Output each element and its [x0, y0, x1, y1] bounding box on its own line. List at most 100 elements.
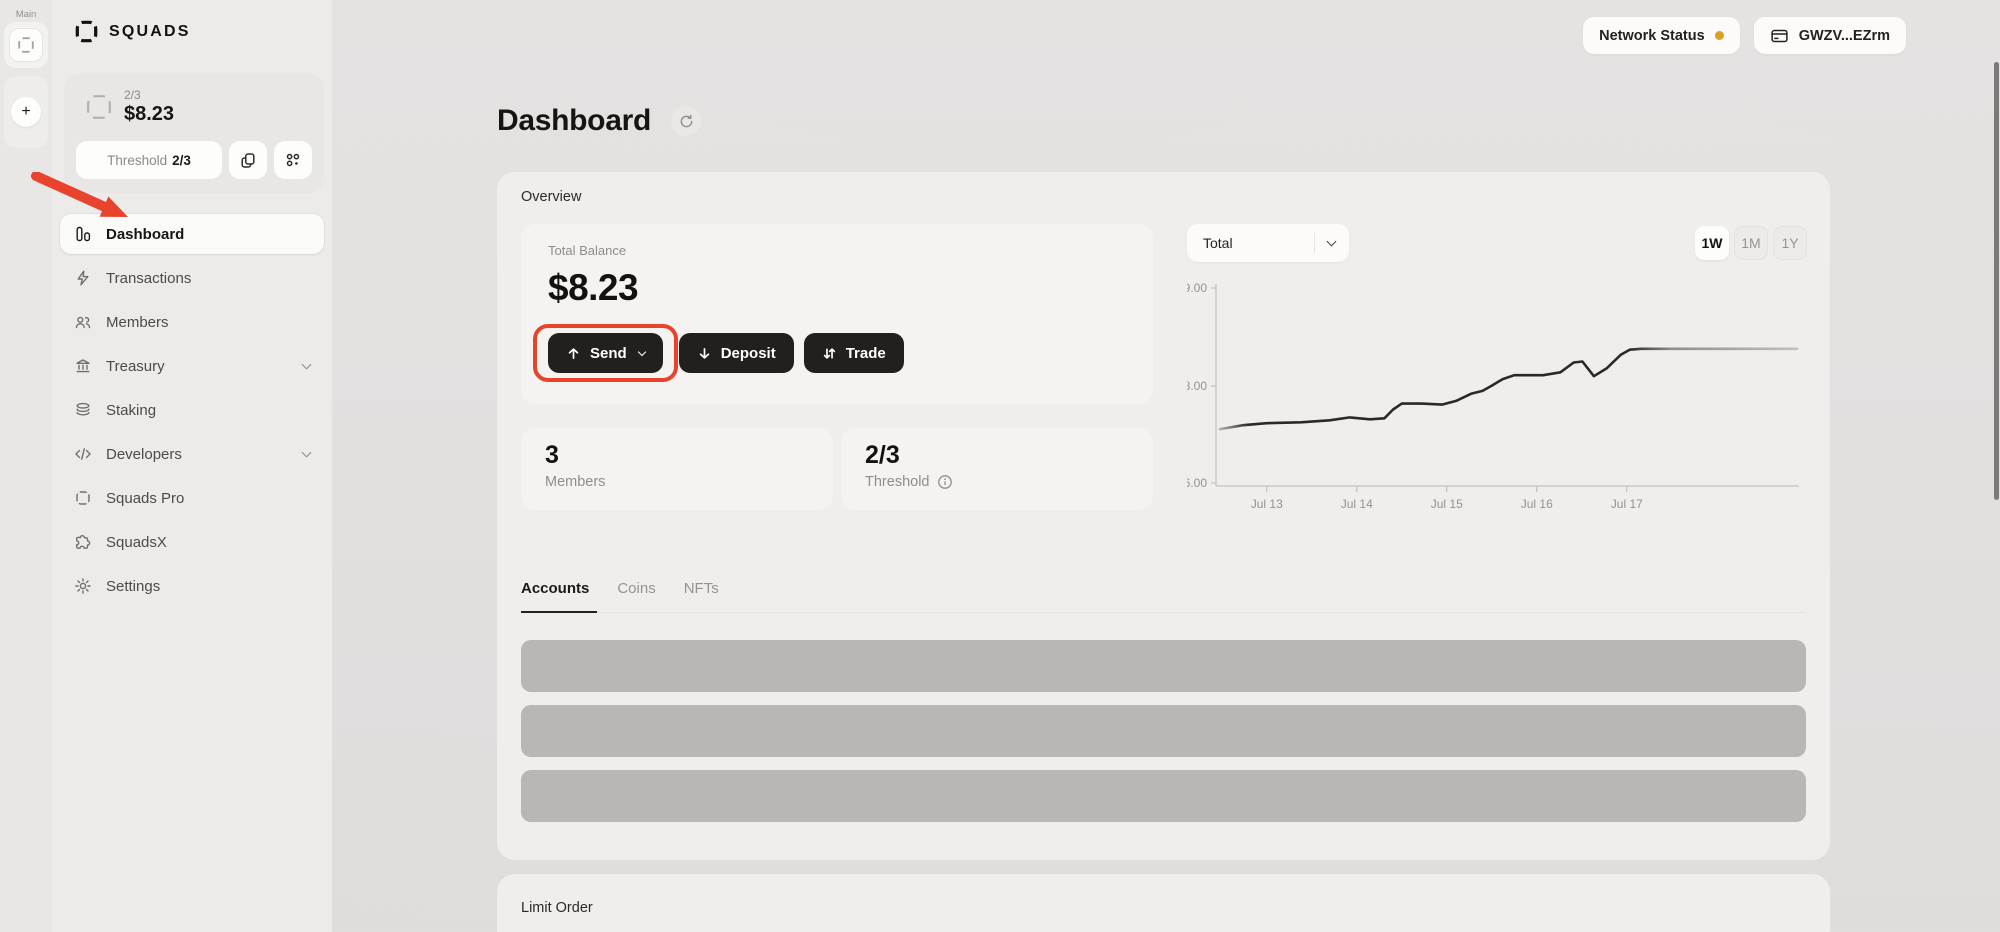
sidebar-item-squadsx[interactable]: SquadsX: [60, 522, 324, 562]
svg-text:$8.00: $8.00: [1187, 379, 1207, 393]
squad-avatar-icon: [18, 37, 34, 53]
balance-chart: $9.00 $8.00 $6.00 Jul 13 Jul 14 Jul 15 Jul 16 J…: [1187, 281, 1799, 511]
copy-icon: [241, 153, 255, 168]
squads-logo: SQUADS: [52, 0, 332, 43]
squircle-icon: [76, 491, 90, 505]
refresh-icon: [680, 114, 692, 127]
sidebar-item-label: Staking: [106, 401, 157, 419]
chart-series-select[interactable]: Total: [1187, 224, 1349, 262]
sidebar-item-label: Settings: [106, 577, 161, 595]
members-count: 3: [545, 441, 559, 469]
dashboard-icon: [76, 226, 91, 242]
sidebar: SQUADS 2/3 $8.23 Threshold 2/3: [52, 0, 332, 932]
topbar: Network Status GWZV...EZrm: [1583, 17, 1906, 54]
sidebar-item-label: Treasury: [106, 357, 165, 375]
scrollbar-thumb[interactable]: [1994, 62, 1999, 500]
squad-balance: $8.23: [124, 103, 175, 125]
range-1y-button[interactable]: 1Y: [1773, 226, 1807, 260]
squad-rail: Main +: [0, 0, 52, 932]
threshold-stat-value: 2/3: [865, 441, 900, 469]
sidebar-item-label: SquadsX: [106, 533, 167, 551]
threshold-label: Threshold: [107, 152, 168, 168]
sidebar-item-staking[interactable]: Staking: [60, 390, 324, 430]
chevron-down-icon: [1326, 236, 1337, 247]
svg-text:Jul 13: Jul 13: [1251, 497, 1283, 511]
status-dot-icon: [1714, 31, 1724, 40]
threshold-stat-label: Threshold: [865, 474, 930, 490]
members-stat-card: 3 Members: [521, 428, 833, 510]
sidebar-item-label: Squads Pro: [106, 489, 185, 507]
sidebar-item-dashboard[interactable]: Dashboard: [60, 214, 324, 254]
sidebar-item-squads-pro[interactable]: Squads Pro: [60, 478, 324, 518]
add-squad-button[interactable]: +: [11, 97, 41, 127]
threshold-pill: Threshold 2/3: [76, 141, 222, 179]
total-balance-value: $8.23: [548, 267, 639, 308]
range-1m-button[interactable]: 1M: [1734, 226, 1768, 260]
sidebar-item-members[interactable]: Members: [60, 302, 324, 342]
range-1w-button[interactable]: 1W: [1695, 226, 1729, 260]
accounts-skeleton-list: [521, 640, 1806, 822]
sidebar-item-settings[interactable]: Settings: [60, 566, 324, 606]
members-label: Members: [545, 474, 606, 490]
asset-tabs: Accounts Coins NFTs: [521, 580, 1806, 613]
info-icon[interactable]: [937, 474, 953, 490]
trade-button[interactable]: Trade: [803, 333, 904, 373]
sidebar-item-label: Members: [106, 313, 169, 331]
trade-label: Trade: [845, 344, 886, 362]
squads-logo-icon: [75, 20, 98, 43]
refresh-button[interactable]: [671, 106, 701, 136]
active-squad-group: [4, 22, 48, 68]
sidebar-nav: Dashboard Transactions Members Treasury …: [60, 214, 324, 606]
sidebar-item-treasury[interactable]: Treasury: [60, 346, 324, 386]
squad-threshold-ratio: 2/3: [124, 88, 141, 102]
chevron-down-icon: [301, 359, 312, 369]
squads-logo-text: SQUADS: [109, 22, 191, 40]
page-head: Dashboard: [497, 104, 701, 138]
sidebar-item-transactions[interactable]: Transactions: [60, 258, 324, 298]
qr-code-button[interactable]: [274, 141, 312, 179]
chevron-down-icon: [301, 447, 312, 457]
threshold-value: 2/3: [172, 152, 191, 168]
svg-text:$6.00: $6.00: [1187, 476, 1207, 490]
send-label: Send: [590, 344, 627, 362]
svg-text:Jul 16: Jul 16: [1521, 497, 1553, 511]
sidebar-item-label: Dashboard: [106, 225, 185, 243]
total-balance-card: Total Balance $8.23 Send: [521, 224, 1153, 404]
qr-dots-icon: [286, 153, 300, 167]
overview-title: Overview: [521, 189, 582, 205]
limit-order-card: Limit Order: [497, 874, 1830, 932]
squad-list-group: +: [4, 76, 48, 148]
page-title: Dashboard: [497, 104, 651, 137]
svg-text:Jul 14: Jul 14: [1341, 497, 1373, 511]
svg-text:Jul 15: Jul 15: [1431, 497, 1463, 511]
overview-card: Overview Total Balance $8.23 Send: [497, 172, 1830, 860]
deposit-button[interactable]: Deposit: [678, 333, 794, 373]
arrow-down-icon: [699, 347, 709, 359]
code-icon: [75, 448, 91, 460]
active-squad-button[interactable]: [9, 28, 43, 62]
skeleton-row: [521, 705, 1806, 757]
network-status-label: Network Status: [1599, 27, 1705, 44]
squad-account-card: 2/3 $8.23 Threshold 2/3: [64, 74, 324, 193]
svg-text:$9.00: $9.00: [1187, 281, 1207, 295]
lightning-icon: [77, 270, 89, 286]
skeleton-row: [521, 770, 1806, 822]
network-status-button[interactable]: Network Status: [1583, 17, 1740, 54]
sidebar-item-label: Transactions: [106, 269, 192, 287]
sidebar-item-developers[interactable]: Developers: [60, 434, 324, 474]
chart-series-value: Total: [1203, 235, 1233, 251]
threshold-stat-card: 2/3 Threshold: [841, 428, 1153, 510]
gear-icon: [75, 578, 91, 594]
send-button[interactable]: Send: [548, 333, 663, 373]
tab-accounts[interactable]: Accounts: [521, 580, 603, 613]
skeleton-row: [521, 640, 1806, 692]
limit-order-title: Limit Order: [521, 900, 593, 916]
copy-address-button[interactable]: [229, 141, 267, 179]
sidebar-item-label: Developers: [106, 445, 182, 463]
tab-nfts[interactable]: NFTs: [683, 580, 719, 597]
tab-coins[interactable]: Coins: [617, 580, 656, 597]
main-content: Network Status GWZV...EZrm Dashboard Ove…: [332, 0, 2000, 932]
squad-avatar-icon: [87, 95, 111, 119]
wallet-button[interactable]: GWZV...EZrm: [1753, 17, 1906, 54]
balance-chart-panel: Total 1W 1M 1Y: [1187, 224, 1807, 516]
